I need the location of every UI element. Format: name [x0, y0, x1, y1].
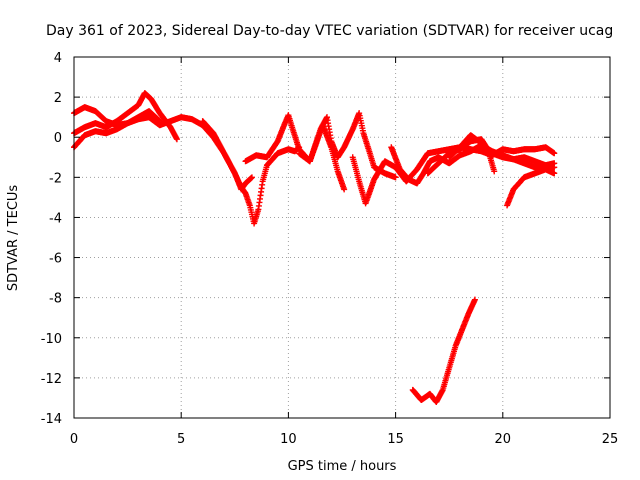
y-tick-label: -8: [49, 292, 62, 307]
x-tick-label: 5: [177, 432, 185, 447]
series-track-k: [504, 166, 558, 209]
y-tick-label: -10: [41, 332, 62, 347]
x-tick-label: 0: [70, 432, 78, 447]
y-axis-label: SDTVAR / TECUs: [6, 185, 21, 292]
y-tick-label: -4: [49, 211, 62, 226]
series-track-b: [71, 90, 180, 143]
x-axis-label: GPS time / hours: [288, 459, 397, 474]
series-track-d: [199, 118, 303, 227]
chart-title: Day 361 of 2023, Sidereal Day-to-day VTE…: [46, 23, 613, 39]
data-point: [156, 118, 163, 125]
y-tick-label: -2: [49, 171, 62, 186]
data-point: [248, 174, 255, 181]
y-tick-label: -12: [41, 372, 62, 387]
y-tick-label: -14: [41, 412, 62, 427]
y-tick-label: 4: [54, 51, 62, 66]
data-marks: [71, 90, 558, 405]
y-tick-label: -6: [49, 252, 62, 267]
series-track-f: [296, 110, 399, 181]
series-track-c: [71, 108, 163, 151]
data-point: [491, 168, 498, 175]
data-point: [341, 186, 348, 193]
x-tick-label: 15: [387, 432, 404, 447]
y-tick-label: 2: [54, 91, 62, 106]
data-point: [551, 170, 558, 177]
series-track-l: [409, 296, 478, 405]
data-point: [551, 164, 558, 171]
y-tick-label: 0: [54, 131, 62, 146]
x-tick-label: 20: [495, 432, 512, 447]
x-tick-label: 10: [280, 432, 297, 447]
data-point: [392, 174, 399, 181]
plot-frame: [73, 56, 611, 419]
data-point: [551, 150, 558, 157]
data-point: [173, 136, 180, 143]
data-point: [471, 296, 478, 303]
x-tick-label: 25: [602, 432, 619, 447]
